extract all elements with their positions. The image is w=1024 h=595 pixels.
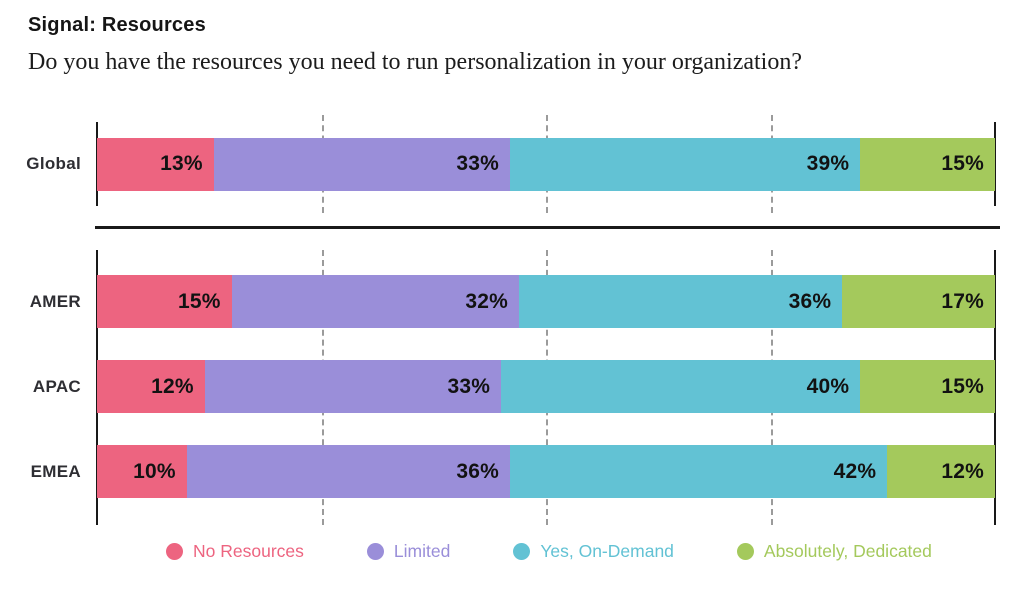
- row-label-apac: APAC: [32, 376, 81, 396]
- legend-label: Absolutely, Dedicated: [763, 541, 932, 561]
- legend-item-yes-on-demand: Yes, On-Demand: [513, 541, 674, 562]
- segment-global-limited: 33%: [213, 137, 511, 191]
- segment-value-label: 36%: [456, 459, 500, 483]
- segment-value-label: 12%: [151, 374, 194, 398]
- segment-value-label: 36%: [788, 289, 832, 313]
- segment-apac-absolutely-dedicated: 15%: [860, 360, 995, 413]
- stacked-bar-apac: 12% 33% 40% 15%: [97, 360, 995, 413]
- row-label-amer: AMER: [29, 291, 81, 311]
- stacked-bar-global: 13% 33% 39% 15%: [97, 137, 995, 191]
- regional-rows: AMER 15% 32% 36% 17% APAC 12% 33% 40% 15% EMEA 10% 3…: [0, 250, 1024, 525]
- segment-global-yes-on-demand: 39%: [510, 137, 861, 191]
- segment-value-label: 42%: [833, 459, 877, 483]
- segment-amer-absolutely-dedicated: 17%: [842, 275, 995, 328]
- segment-apac-yes-on-demand: 40%: [501, 360, 861, 413]
- segment-amer-no-resources: 15%: [97, 275, 232, 328]
- legend-swatch-icon: [736, 543, 754, 560]
- global-chart: Global 13% 33% 39% 15%: [0, 115, 1024, 213]
- segment-amer-limited: 32%: [231, 275, 520, 328]
- stacked-bar-emea: 10% 36% 42% 12%: [97, 445, 995, 498]
- right-axis-line: [994, 122, 996, 206]
- segment-value-label: 13%: [160, 152, 203, 175]
- segment-value-label: 40%: [806, 374, 850, 398]
- legend-label: No Resources: [193, 541, 304, 561]
- legend-swatch-icon: [166, 543, 183, 560]
- bar-row-amer: AMER 15% 32% 36% 17%: [0, 275, 1024, 328]
- legend-item-absolutely-dedicated: Absolutely, Dedicated: [736, 541, 932, 562]
- legend-label: Limited: [393, 541, 451, 561]
- chart-title: Signal: Resources: [28, 14, 206, 36]
- segment-value-label: 15%: [941, 152, 984, 175]
- chart-legend: No Resources Limited Yes, On-Demand Absolut…: [166, 541, 932, 562]
- regional-chart: AMER 15% 32% 36% 17% APAC 12% 33% 40% 15% EMEA 10% 3…: [0, 250, 1024, 525]
- segment-emea-limited: 36%: [186, 445, 511, 498]
- right-axis-line: [994, 250, 996, 525]
- segment-value-label: 32%: [465, 289, 509, 313]
- segment-value-label: 33%: [456, 152, 500, 175]
- chart-separator: [95, 226, 1000, 229]
- stacked-bar-amer: 15% 32% 36% 17%: [97, 275, 995, 328]
- segment-emea-absolutely-dedicated: 12%: [887, 445, 995, 498]
- bar-row-global: Global 13% 33% 39% 15%: [0, 137, 1024, 191]
- legend-item-limited: Limited: [366, 541, 451, 562]
- legend-label: Yes, On-Demand: [540, 541, 674, 561]
- segment-value-label: 10%: [133, 459, 176, 483]
- chart-header: Signal: Resources Do you have the resour…: [28, 14, 1004, 76]
- segment-value-label: 39%: [806, 152, 850, 175]
- segment-global-no-resources: 13%: [97, 137, 214, 191]
- segment-value-label: 12%: [941, 459, 984, 483]
- segment-global-absolutely-dedicated: 15%: [860, 137, 995, 191]
- chart-question: Do you have the resources you need to ru…: [28, 49, 802, 75]
- legend-item-no-resources: No Resources: [166, 541, 304, 562]
- bar-row-apac: APAC 12% 33% 40% 15%: [0, 360, 1024, 413]
- legend-swatch-icon: [366, 543, 384, 560]
- segment-apac-no-resources: 12%: [97, 360, 205, 413]
- segment-value-label: 17%: [941, 289, 984, 313]
- segment-value-label: 15%: [178, 289, 221, 313]
- global-rows: Global 13% 33% 39% 15%: [0, 118, 1024, 210]
- bar-row-emea: EMEA 10% 36% 42% 12%: [0, 445, 1024, 498]
- row-label-global: Global: [26, 154, 81, 173]
- segment-emea-no-resources: 10%: [97, 445, 187, 498]
- legend-swatch-icon: [513, 543, 531, 560]
- segment-value-label: 33%: [447, 374, 491, 398]
- segment-amer-yes-on-demand: 36%: [519, 275, 843, 328]
- segment-apac-limited: 33%: [204, 360, 502, 413]
- row-label-emea: EMEA: [30, 461, 81, 481]
- segment-emea-yes-on-demand: 42%: [510, 445, 888, 498]
- segment-value-label: 15%: [941, 374, 984, 398]
